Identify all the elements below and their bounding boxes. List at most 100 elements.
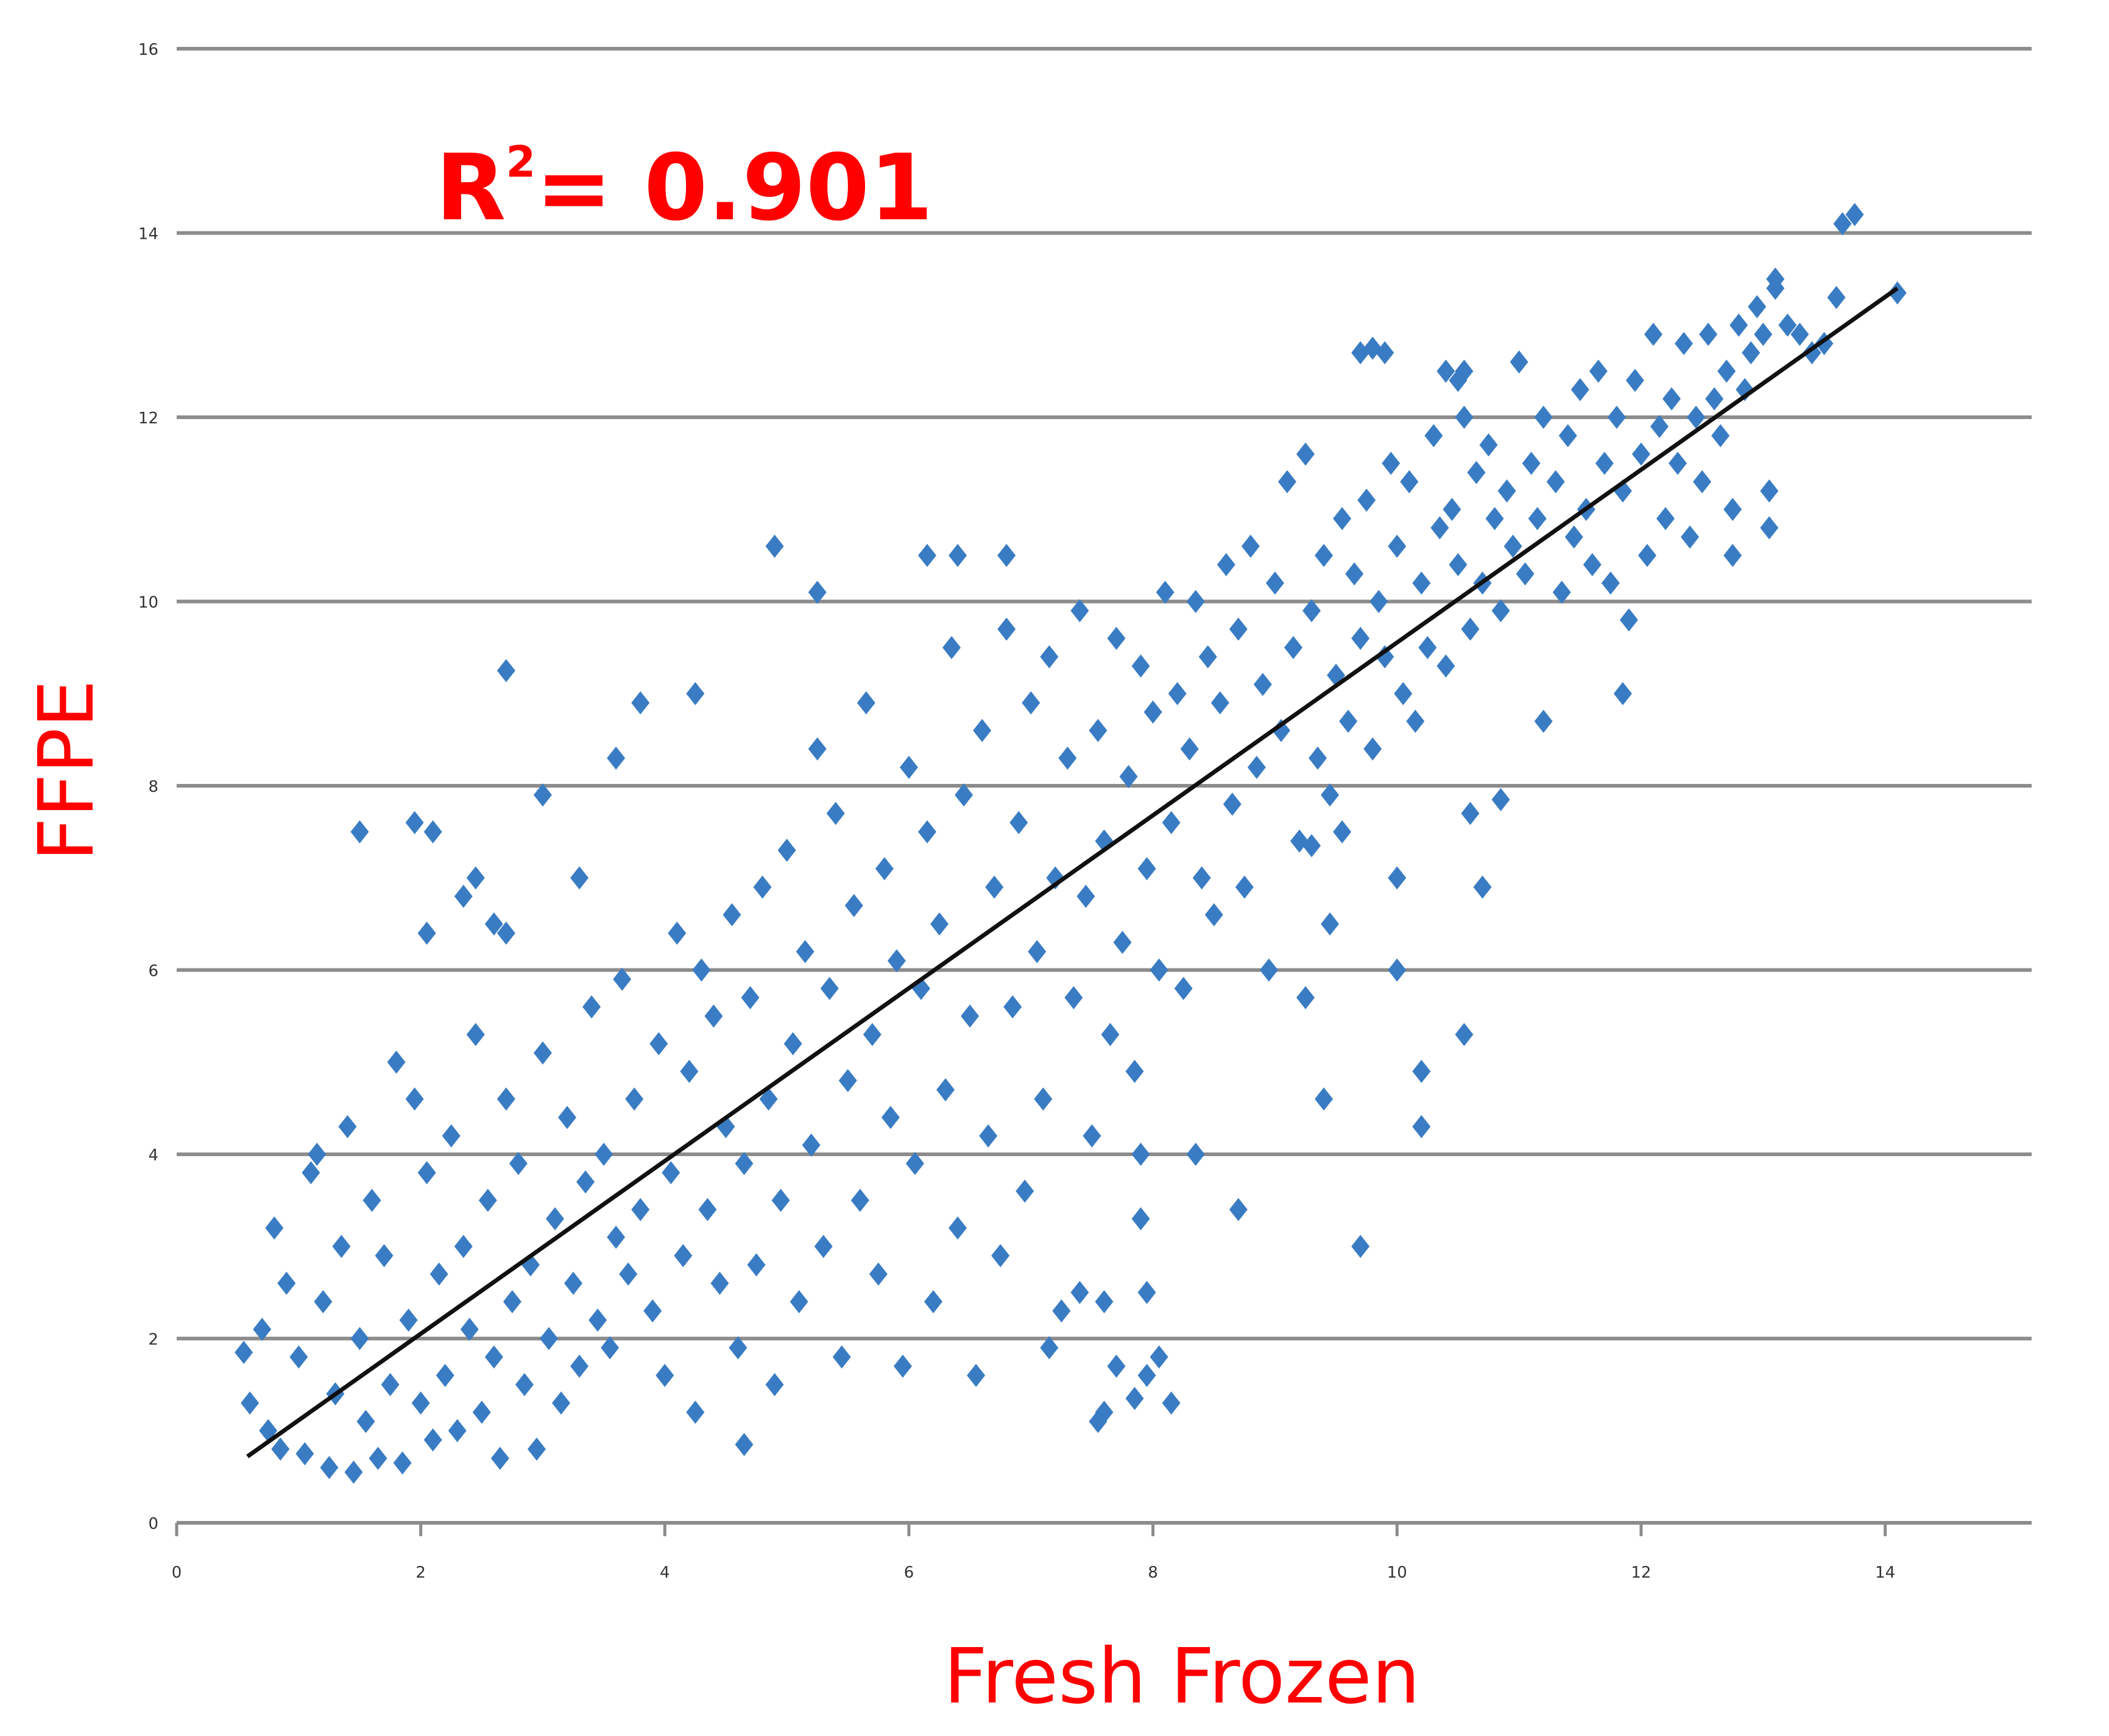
data-point: [454, 1235, 473, 1258]
data-point: [1388, 866, 1407, 890]
data-point: [295, 1442, 314, 1466]
data-point: [533, 783, 552, 807]
data-point: [1790, 322, 1809, 346]
data-point: [1528, 507, 1547, 531]
data-point: [1076, 884, 1095, 908]
data-point: [1681, 525, 1700, 549]
data-point: [1754, 322, 1773, 346]
data-point: [1162, 1391, 1181, 1415]
data-point: [387, 1050, 406, 1074]
data-point: [1290, 829, 1309, 853]
data-point: [735, 1152, 754, 1176]
data-point: [289, 1345, 308, 1369]
data-point: [1388, 534, 1407, 558]
data-point: [241, 1391, 260, 1415]
data-point: [1119, 764, 1138, 788]
data-point: [460, 1318, 479, 1341]
data-point: [991, 1244, 1010, 1268]
data-point: [405, 811, 424, 834]
data-point: [1022, 691, 1040, 715]
data-point: [362, 1188, 381, 1212]
data-point: [503, 1290, 521, 1313]
data-point: [1156, 580, 1175, 604]
data-point: [1192, 866, 1211, 890]
r-squared-value: = 0.901: [535, 135, 933, 241]
data-point: [832, 1345, 851, 1369]
data-point: [881, 1106, 900, 1129]
data-point: [527, 1438, 546, 1461]
data-point: [1351, 1235, 1370, 1258]
data-point: [1198, 645, 1217, 669]
r-squared-annotation: R2= 0.901: [436, 135, 933, 241]
data-point: [381, 1373, 400, 1397]
data-point: [1760, 516, 1779, 540]
data-point: [1376, 645, 1394, 669]
data-point: [1204, 903, 1223, 926]
data-point: [332, 1235, 351, 1258]
trendline: [246, 286, 1899, 1458]
data-point: [1595, 451, 1614, 475]
data-point: [564, 1271, 583, 1295]
data-point: [808, 737, 827, 761]
data-point: [1827, 286, 1846, 309]
data-point: [631, 1198, 650, 1221]
data-point: [1241, 534, 1260, 558]
data-point: [1669, 451, 1687, 475]
x-tick-label: 2: [415, 1564, 426, 1582]
data-point: [277, 1271, 296, 1295]
data-point: [1180, 737, 1199, 761]
data-point: [802, 1133, 821, 1157]
data-point: [844, 894, 863, 917]
data-point: [1223, 792, 1242, 816]
data-point: [747, 1253, 766, 1277]
data-point: [515, 1373, 534, 1397]
data-point: [771, 1188, 790, 1212]
data-point: [918, 820, 937, 844]
data-point: [1143, 700, 1162, 724]
data-point: [411, 1391, 430, 1415]
data-point: [1265, 571, 1284, 595]
data-point: [1455, 359, 1474, 383]
data-point: [1424, 424, 1443, 448]
data-point: [777, 838, 796, 862]
y-tick-label: 4: [148, 1146, 158, 1165]
data-point: [1388, 958, 1407, 982]
data-point: [1699, 322, 1718, 346]
data-point: [1711, 424, 1730, 448]
data-point: [1302, 599, 1321, 623]
data-point: [1461, 802, 1480, 825]
data-point: [235, 1341, 253, 1364]
data-point: [1412, 571, 1431, 595]
data-point: [350, 820, 369, 844]
data-point: [405, 1087, 424, 1111]
data-point: [1503, 534, 1522, 558]
data-point: [722, 903, 741, 926]
data-point: [1412, 1059, 1431, 1083]
data-point: [1723, 498, 1742, 521]
data-point: [423, 820, 442, 844]
data-point: [1277, 470, 1296, 493]
data-point: [1309, 746, 1327, 770]
data-point: [790, 1290, 808, 1313]
data-point: [496, 658, 515, 682]
data-point: [417, 1161, 436, 1185]
data-point: [302, 1161, 320, 1185]
data-point: [857, 691, 875, 715]
data-point: [1546, 470, 1565, 493]
data-point: [1430, 516, 1449, 540]
data-point: [1687, 406, 1706, 429]
data-point: [997, 543, 1016, 567]
data-point: [1229, 617, 1248, 641]
data-point: [1040, 645, 1059, 669]
y-tick-label: 12: [138, 409, 158, 428]
data-point: [1418, 636, 1437, 660]
data-point: [588, 1308, 607, 1332]
data-point: [1382, 451, 1401, 475]
gridlines: [177, 47, 2032, 1341]
data-point: [496, 922, 515, 945]
data-point: [1259, 958, 1278, 982]
data-point: [1070, 599, 1089, 623]
data-point: [1107, 627, 1126, 650]
data-point: [484, 1345, 503, 1369]
